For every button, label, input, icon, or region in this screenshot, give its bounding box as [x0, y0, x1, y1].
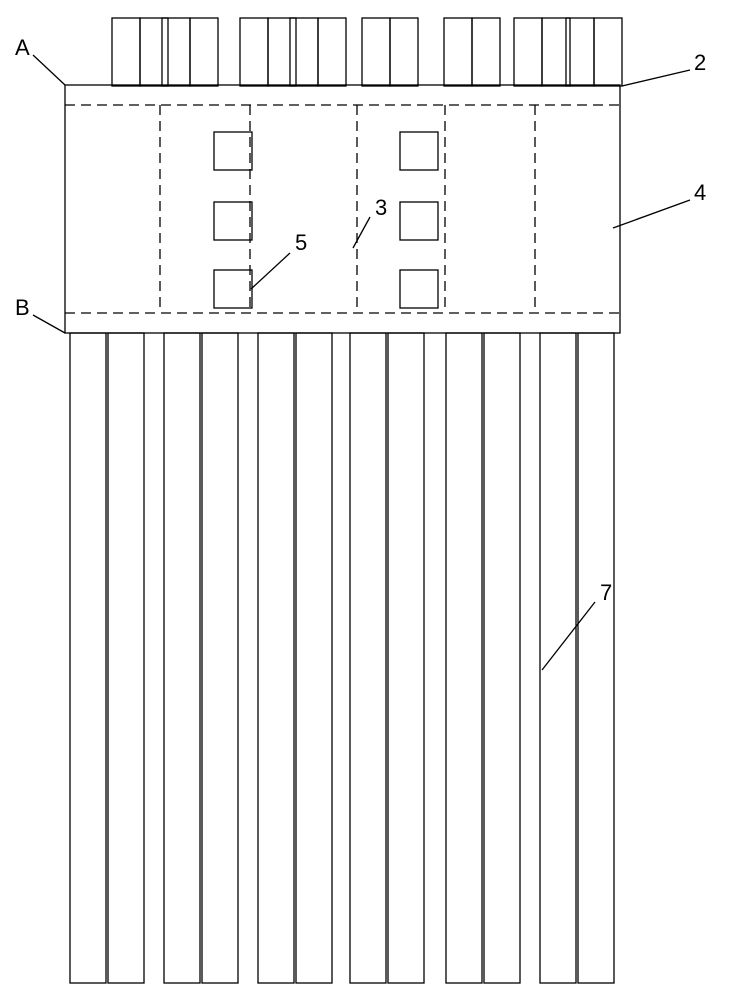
top-bar: [318, 18, 346, 86]
top-bar: [514, 18, 542, 86]
top-bar: [240, 18, 268, 86]
front-bar: [164, 333, 200, 983]
front-bar: [296, 333, 332, 983]
top-bar: [162, 18, 190, 86]
leader-2: [622, 70, 690, 86]
label-5: 5: [295, 230, 307, 255]
label-4: 4: [694, 180, 706, 205]
leader-A: [33, 55, 65, 85]
top-bar: [444, 18, 472, 86]
small-square: [214, 270, 252, 308]
leader-B: [33, 315, 65, 333]
front-bar: [388, 333, 424, 983]
small-square: [214, 132, 252, 170]
top-bar: [362, 18, 390, 86]
front-bar: [540, 333, 576, 983]
label-B: B: [15, 295, 30, 320]
top-bar: [190, 18, 218, 86]
front-bar: [578, 333, 614, 983]
top-bar: [268, 18, 296, 86]
front-bar: [258, 333, 294, 983]
label-2: 2: [694, 50, 706, 75]
leader-3: [353, 217, 370, 248]
front-bar: [350, 333, 386, 983]
front-bar: [446, 333, 482, 983]
label-A: A: [15, 35, 30, 60]
small-square: [400, 270, 438, 308]
top-bar: [140, 18, 168, 86]
leader-5: [251, 253, 290, 289]
small-square: [400, 132, 438, 170]
front-bar: [484, 333, 520, 983]
top-bar: [390, 18, 418, 86]
top-bar: [472, 18, 500, 86]
front-bar: [108, 333, 144, 983]
small-square: [214, 202, 252, 240]
leader-4: [613, 200, 690, 228]
top-bar: [594, 18, 622, 86]
label-3: 3: [375, 195, 387, 220]
top-bar: [290, 18, 318, 86]
small-square: [400, 202, 438, 240]
top-bar: [112, 18, 140, 86]
leader-7: [542, 602, 595, 670]
front-bar: [70, 333, 106, 983]
front-bar: [202, 333, 238, 983]
main-box: [65, 85, 620, 333]
label-7: 7: [600, 580, 612, 605]
